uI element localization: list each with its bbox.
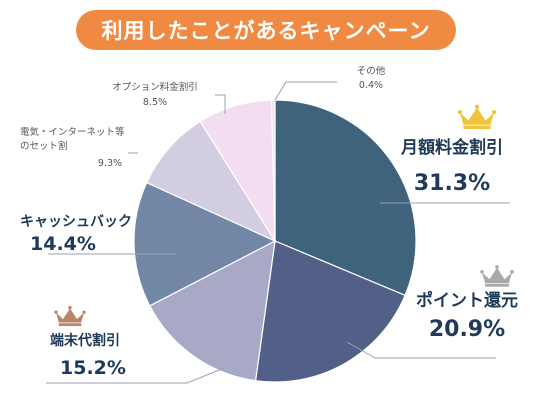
silver-crown-icon	[480, 265, 514, 287]
slice-pct-5: 8.5%	[143, 97, 167, 108]
slice-label-1: ポイント還元	[416, 290, 518, 311]
pie-slice-0	[274, 99, 417, 297]
bronze-crown-icon	[54, 305, 86, 327]
leader-line-1	[346, 341, 496, 359]
leader-line-6	[274, 81, 337, 101]
pie-slice-6	[270, 99, 276, 242]
pie-slice-1	[254, 240, 406, 383]
leader-line-2	[46, 367, 225, 384]
slice-label-4: 電気・インターネット等のセット割	[20, 126, 125, 152]
slice-label-0: 月額料金割引	[400, 137, 503, 158]
slice-label-2: 端末代割引	[50, 332, 120, 349]
slice-label-3: キャッシュバック	[20, 214, 132, 230]
pie-slice-2	[148, 239, 276, 382]
leader-line-5	[215, 94, 226, 114]
slice-pct-3: 14.4%	[30, 233, 96, 255]
chart-title: 利用したことがあるキャンペーン	[76, 10, 456, 50]
slice-label-6: その他	[357, 65, 386, 77]
slice-pct-0: 31.3%	[414, 171, 490, 196]
slice-pct-6: 0.4%	[359, 80, 383, 91]
pie-slice-3	[133, 181, 277, 307]
pie-slice-4	[145, 120, 277, 243]
gold-crown-icon	[457, 104, 497, 129]
slice-pct-4: 9.3%	[98, 158, 122, 169]
slice-label-5: オプション料金割引	[112, 81, 198, 93]
slice-pct-1: 20.9%	[429, 317, 505, 342]
slice-pct-2: 15.2%	[60, 357, 126, 379]
